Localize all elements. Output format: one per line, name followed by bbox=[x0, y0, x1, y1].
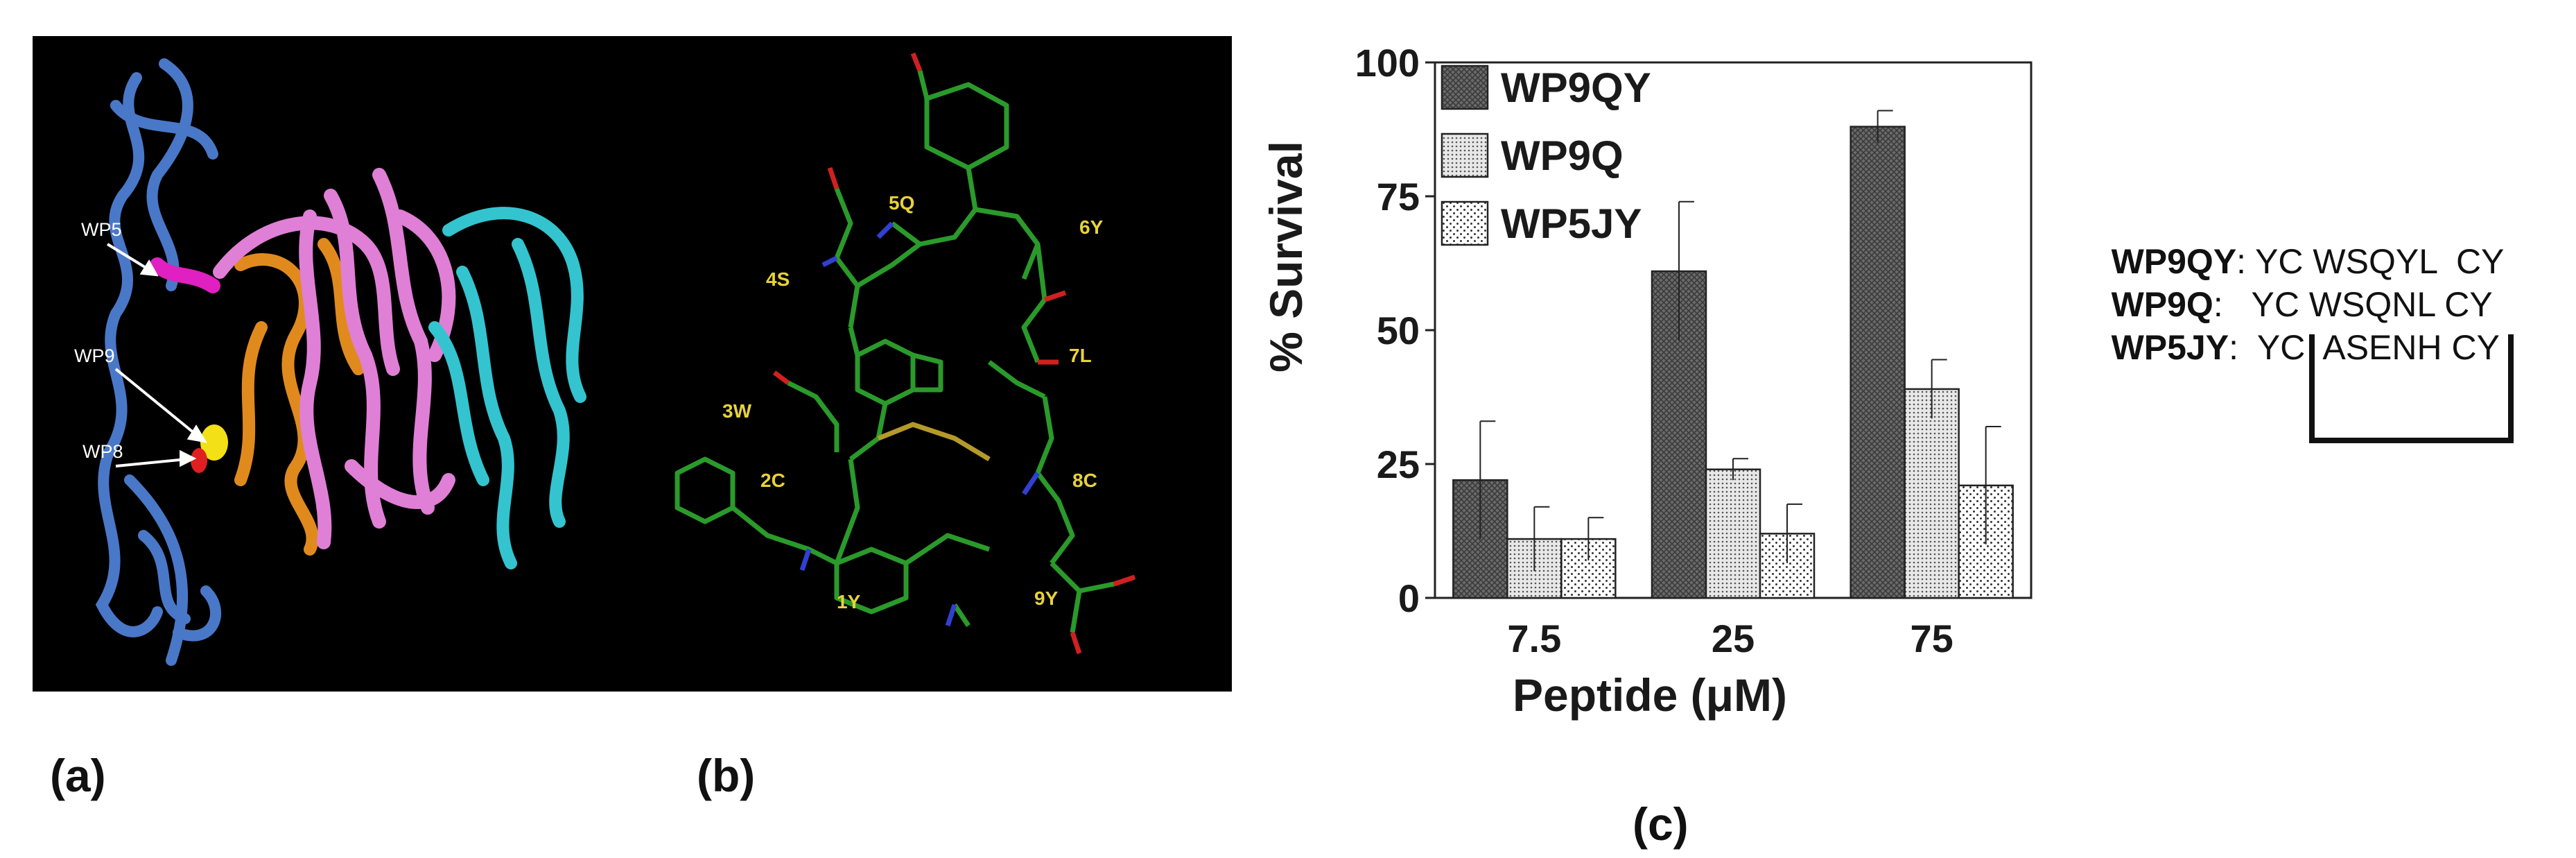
annotation-wp9: WP9 bbox=[74, 345, 115, 366]
legend-label-wp9q: WP9Q bbox=[1501, 132, 1624, 179]
sequence-name: WP9QY bbox=[2111, 242, 2237, 281]
y-tick-label: 50 bbox=[1377, 309, 1420, 352]
x-tick-label: 75 bbox=[1911, 617, 1953, 660]
x-axis-label: Peptide (μM) bbox=[1513, 669, 1787, 721]
annotation-wp5: WP5 bbox=[81, 219, 122, 240]
residue-label-2c: 2C bbox=[760, 470, 785, 491]
sequence-name: WP9Q bbox=[2111, 285, 2213, 324]
residue-label-9y: 9Y bbox=[1034, 587, 1059, 609]
legend-swatch-wp9qy bbox=[1441, 65, 1489, 110]
panel-label-b: (b) bbox=[697, 750, 756, 801]
disulfide-bracket bbox=[2309, 334, 2514, 443]
y-tick-label: 75 bbox=[1377, 175, 1420, 218]
y-tick-label: 100 bbox=[1355, 41, 1420, 85]
wp9-segment bbox=[200, 424, 228, 461]
legend-swatch-wp5jy bbox=[1441, 200, 1489, 246]
sequence-separator: : bbox=[2236, 242, 2247, 281]
bar-wp9q-75 bbox=[1904, 388, 1960, 599]
arrow-wp8 bbox=[115, 458, 187, 467]
y-tick-label: 25 bbox=[1377, 443, 1420, 486]
wp8-segment bbox=[191, 448, 207, 473]
legend-label-wp5jy: WP5JY bbox=[1501, 200, 1642, 247]
x-tick-label: 7.5 bbox=[1507, 617, 1561, 660]
y-tick-label: 0 bbox=[1398, 576, 1420, 620]
y-axis-label: % Survival bbox=[1260, 141, 1312, 372]
arrow-wp5 bbox=[106, 243, 152, 272]
annotation-wp8: WP8 bbox=[82, 441, 123, 462]
bar-wp9qy-75 bbox=[1850, 126, 1906, 599]
panel-label-a: (a) bbox=[50, 750, 106, 801]
residue-label-6y: 6Y bbox=[1079, 216, 1104, 238]
sequence-text: YC WSQNL CY bbox=[2222, 285, 2493, 324]
sequence-text: YC ASENH CY bbox=[2238, 328, 2500, 367]
survival-bar-chart: 0 25 50 75 100 7.5 25 75 WP9QY WP9Q WP5JY % Surviv… bbox=[1260, 41, 2033, 721]
x-tick-label: 25 bbox=[1712, 617, 1755, 660]
legend-swatch-wp9q bbox=[1441, 132, 1489, 178]
sequence-row-wp9q: WP9Q: YC WSQNL CY bbox=[2073, 244, 2493, 365]
peptide-stick-model-image: 5Q 6Y 4S 7L 3W 8C 2C 1Y 9Y bbox=[629, 36, 1232, 692]
residue-label-1y: 1Y bbox=[837, 591, 861, 612]
legend-label-wp9qy: WP9QY bbox=[1501, 65, 1651, 111]
sequence-row-wp5jy: WP5JY: YC ASENH CY bbox=[2073, 287, 2500, 408]
sequence-text: YC WSQYL CY bbox=[2255, 242, 2505, 281]
protein-ribbon-drawing: WP5 WP9 WP8 bbox=[74, 58, 586, 666]
panel-label-c: (c) bbox=[1633, 798, 1689, 850]
protein-structure-image: WP5 WP9 WP8 bbox=[33, 36, 632, 692]
sequence-name: WP5JY bbox=[2111, 328, 2229, 367]
sequence-alignment: WP9QY: YC WSQYL CY WP9Q: YC WSQNL CY WP5… bbox=[2073, 201, 2572, 479]
arrow-wp9 bbox=[114, 368, 200, 438]
wp5-segment bbox=[150, 257, 220, 293]
sequence-separator: : bbox=[2229, 328, 2238, 367]
residue-label-5q: 5Q bbox=[889, 192, 914, 214]
peptide-stick-drawing: 5Q 6Y 4S 7L 3W 8C 2C 1Y 9Y bbox=[675, 52, 1136, 655]
residue-label-7l: 7L bbox=[1069, 345, 1092, 366]
sequence-row-wp9qy: WP9QY: YC WSQYL CY bbox=[2073, 201, 2505, 322]
residue-label-8c: 8C bbox=[1072, 470, 1097, 491]
residue-label-3w: 3W bbox=[722, 400, 752, 422]
residue-label-4s: 4S bbox=[766, 268, 790, 290]
sequence-separator: : bbox=[2213, 285, 2223, 324]
bar-wp9q-25 bbox=[1705, 468, 1761, 599]
